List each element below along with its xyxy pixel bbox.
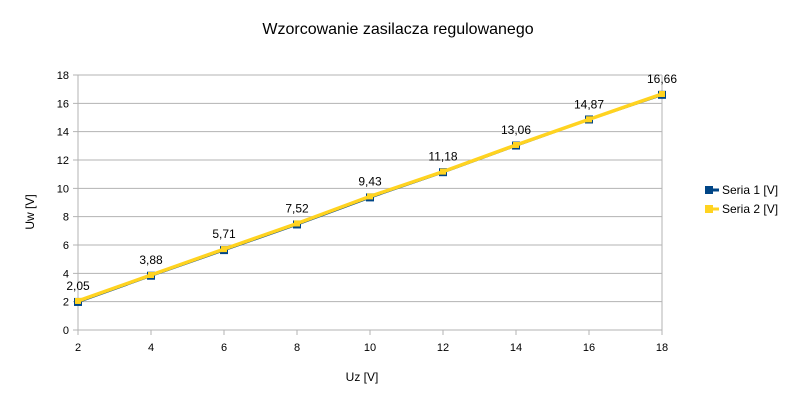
series-point	[75, 297, 81, 304]
x-tick-label: 8	[294, 342, 300, 354]
x-tick-label: 4	[148, 342, 154, 354]
y-tick-label: 10	[57, 183, 69, 195]
data-label: 2,05	[66, 279, 90, 293]
x-tick-label: 2	[75, 342, 81, 354]
data-label: 16,66	[647, 72, 677, 86]
data-label: 13,06	[501, 123, 531, 137]
y-tick-label: 6	[63, 240, 69, 252]
x-tick-label: 18	[656, 342, 668, 354]
y-tick-label: 16	[57, 98, 69, 110]
legend: Seria 1 [V] Seria 2 [V]	[705, 183, 778, 216]
x-tick-label: 16	[583, 342, 595, 354]
legend-swatch-marker	[705, 186, 713, 194]
data-label: 3,88	[139, 253, 163, 267]
x-axis-label: Uz [V]	[346, 370, 379, 384]
data-label: 5,71	[212, 227, 236, 241]
series-point	[586, 116, 592, 123]
x-tick-label: 12	[437, 342, 449, 354]
series-point	[294, 220, 300, 227]
data-label: 14,87	[574, 97, 604, 111]
chart-title: Wzorcowanie zasilacza regulowanego	[262, 21, 533, 38]
legend-label: Seria 1 [V]	[722, 183, 778, 197]
y-tick-label: 12	[57, 155, 69, 167]
series-point	[221, 246, 227, 253]
series-point	[367, 193, 373, 200]
x-tick-label: 10	[364, 342, 376, 354]
series-point	[513, 141, 519, 148]
x-tick-label: 6	[221, 342, 227, 354]
x-tick-label: 14	[510, 342, 522, 354]
y-tick-label: 8	[63, 212, 69, 224]
grid	[73, 74, 662, 331]
data-label: 7,52	[285, 201, 309, 215]
data-label: 11,18	[428, 150, 457, 164]
y-tick-label: 0	[63, 325, 69, 337]
y-tick-label: 18	[57, 70, 69, 82]
y-axis-label: Uw [V]	[23, 194, 37, 229]
legend-label: Seria 2 [V]	[722, 202, 778, 216]
series-plot	[74, 90, 666, 306]
y-tick-label: 14	[57, 127, 69, 139]
data-labels: 2,05 3,88 5,71 7,52 9,43 11,18 13,06 14,87 16,66	[66, 72, 677, 293]
series-point	[148, 272, 154, 279]
legend-swatch-marker	[705, 205, 713, 213]
y-tick-label: 2	[63, 297, 69, 309]
y-tick-label: 4	[63, 268, 69, 280]
series-point	[440, 168, 446, 175]
data-label: 9,43	[358, 174, 382, 188]
series-point	[659, 90, 665, 97]
